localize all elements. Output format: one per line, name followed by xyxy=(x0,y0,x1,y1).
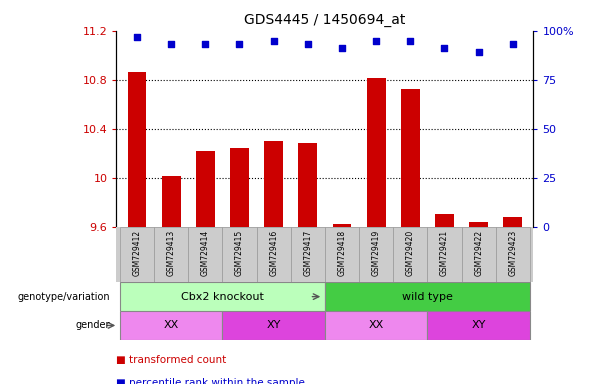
Point xyxy=(200,41,210,48)
Text: wild type: wild type xyxy=(402,291,453,302)
Bar xyxy=(503,217,522,227)
Text: GSM729416: GSM729416 xyxy=(269,230,278,276)
Bar xyxy=(162,176,181,227)
Text: GSM729418: GSM729418 xyxy=(338,230,346,276)
Bar xyxy=(154,227,188,282)
Bar xyxy=(120,282,325,311)
Bar xyxy=(264,141,283,227)
Point xyxy=(405,38,415,44)
Bar xyxy=(359,227,393,282)
Point xyxy=(474,49,484,55)
Bar xyxy=(230,148,249,227)
Text: genotype/variation: genotype/variation xyxy=(18,291,110,302)
Bar xyxy=(188,227,223,282)
Bar xyxy=(223,227,257,282)
Bar xyxy=(325,282,530,311)
Bar xyxy=(291,227,325,282)
Bar xyxy=(435,214,454,227)
Bar xyxy=(393,227,427,282)
Point xyxy=(235,41,245,48)
Bar xyxy=(427,311,530,340)
Bar xyxy=(469,222,488,227)
Bar xyxy=(325,311,427,340)
Bar xyxy=(427,227,462,282)
Point xyxy=(337,45,347,51)
Bar xyxy=(333,224,351,227)
Text: ■ transformed count: ■ transformed count xyxy=(116,355,227,365)
Point xyxy=(166,41,176,48)
Text: GSM729417: GSM729417 xyxy=(303,230,312,276)
Text: XY: XY xyxy=(471,320,486,331)
Bar xyxy=(367,78,386,227)
Bar xyxy=(120,311,223,340)
Text: GSM729420: GSM729420 xyxy=(406,230,415,276)
Text: GSM729412: GSM729412 xyxy=(132,230,142,276)
Text: GSM729421: GSM729421 xyxy=(440,230,449,276)
Point xyxy=(508,41,518,48)
Text: XX: XX xyxy=(368,320,384,331)
Bar xyxy=(496,227,530,282)
Bar xyxy=(325,227,359,282)
Point xyxy=(268,38,278,44)
Bar xyxy=(120,227,154,282)
Text: XY: XY xyxy=(267,320,281,331)
Bar xyxy=(257,227,291,282)
Text: XX: XX xyxy=(164,320,179,331)
Bar xyxy=(299,143,317,227)
Text: GSM729419: GSM729419 xyxy=(371,230,381,276)
Bar xyxy=(223,311,325,340)
Text: GSM729415: GSM729415 xyxy=(235,230,244,276)
Text: GSM729413: GSM729413 xyxy=(167,230,176,276)
Bar xyxy=(401,89,420,227)
Bar xyxy=(128,72,147,227)
Text: GSM729414: GSM729414 xyxy=(201,230,210,276)
Title: GDS4445 / 1450694_at: GDS4445 / 1450694_at xyxy=(244,13,406,27)
Bar xyxy=(196,151,215,227)
Point xyxy=(303,41,313,48)
Point xyxy=(440,45,449,51)
Text: GSM729422: GSM729422 xyxy=(474,230,483,276)
Text: gender: gender xyxy=(76,320,110,331)
Bar xyxy=(462,227,496,282)
Text: GSM729423: GSM729423 xyxy=(508,230,517,276)
Text: Cbx2 knockout: Cbx2 knockout xyxy=(181,291,264,302)
Text: ■ percentile rank within the sample: ■ percentile rank within the sample xyxy=(116,378,305,384)
Point xyxy=(371,38,381,44)
Point xyxy=(132,33,142,40)
